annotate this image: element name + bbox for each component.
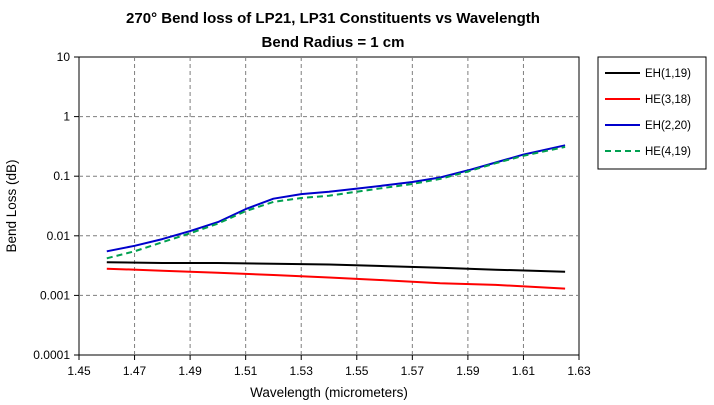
chart-title-line1: 270° Bend loss of LP21, LP31 Constituent…	[126, 10, 540, 27]
y-tick-label: 0.01	[47, 229, 71, 243]
x-axis-label: Wavelength (micrometers)	[250, 385, 408, 400]
x-tick-labels: 1.45 1.47 1.49 1.51 1.53 1.55 1.57 1.59 1.61 1.63	[67, 364, 591, 378]
x-tick-label: 1.53	[290, 364, 314, 378]
legend: EH(1,19) HE(3,18) EH(2,20) HE(4,19)	[597, 56, 707, 170]
series-lines	[106, 144, 566, 290]
x-tick-label: 1.63	[567, 364, 591, 378]
y-tick-labels: 0.0001 0.001 0.01 0.1 1 10	[33, 50, 70, 362]
x-tick-label: 1.55	[345, 364, 369, 378]
series-line	[106, 267, 566, 290]
y-tick-label: 0.001	[40, 288, 70, 302]
y-tick-label: 0.1	[53, 169, 70, 183]
legend-label: HE(4,19)	[645, 146, 691, 158]
x-tick-label: 1.59	[456, 364, 480, 378]
grid-lines	[74, 56, 580, 360]
x-tick-label: 1.57	[401, 364, 425, 378]
legend-label: EH(2,20)	[645, 120, 691, 132]
y-tick-label: 0.0001	[33, 348, 70, 362]
legend-label: EH(1,19)	[645, 68, 691, 80]
legend-label: HE(3,18)	[645, 94, 691, 106]
series-line	[106, 145, 566, 260]
y-tick-label: 1	[63, 110, 70, 124]
x-tick-label: 1.45	[67, 364, 91, 378]
chart-title-line2: Bend Radius = 1 cm	[262, 34, 405, 51]
x-tick-label: 1.49	[178, 364, 202, 378]
x-tick-label: 1.47	[123, 364, 147, 378]
plot-area	[78, 56, 580, 356]
series-line	[106, 261, 566, 273]
y-axis-label: Bend Loss (dB)	[4, 159, 19, 252]
x-tick-label: 1.51	[234, 364, 258, 378]
y-tick-label: 10	[57, 50, 71, 64]
x-tick-label: 1.61	[512, 364, 536, 378]
